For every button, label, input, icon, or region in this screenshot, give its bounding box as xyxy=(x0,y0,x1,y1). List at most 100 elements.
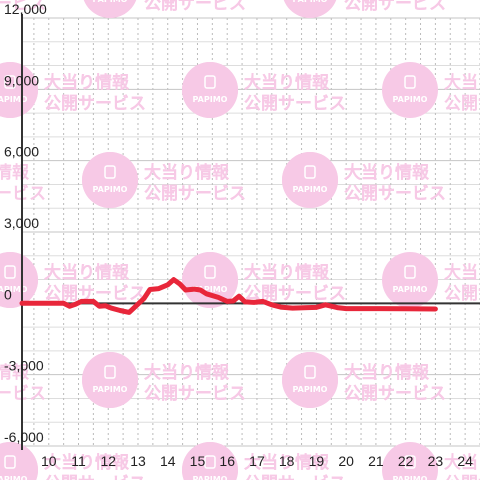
watermark-logo-text: PAPIMO xyxy=(93,0,128,4)
watermark-logo-text: PAPIMO xyxy=(0,475,28,480)
x-tick-label: 16 xyxy=(219,453,235,469)
y-tick-label: 3,000 xyxy=(4,215,39,231)
watermark-logo-text: PAPIMO xyxy=(393,95,428,104)
watermark-logo-text: PAPIMO xyxy=(0,95,28,104)
y-tick-label: 9,000 xyxy=(4,72,39,88)
watermark-line2: 公開サービス xyxy=(344,184,446,204)
watermark-logo-icon xyxy=(382,252,438,308)
y-tick-label: 6,000 xyxy=(4,144,39,160)
watermark-logo-text: PAPIMO xyxy=(393,285,428,294)
watermark-logo-text: PAPIMO xyxy=(93,385,128,394)
watermark-logo-icon xyxy=(283,0,337,18)
watermark-line1: 大当り情報 xyxy=(144,162,230,183)
watermark-line1: 大当り情報 xyxy=(444,452,480,473)
watermark-logo-text: PAPIMO xyxy=(193,285,228,294)
watermark-phone-icon xyxy=(404,455,416,469)
x-tick-label: 11 xyxy=(71,453,86,469)
watermark-line1: 大当り情報 xyxy=(244,262,330,283)
watermark-line1: 大当り情報 xyxy=(244,262,330,283)
watermark-line2: 公開サービス xyxy=(344,0,446,14)
y-tick-label: 0 xyxy=(4,286,12,302)
watermark-line2: 公開サービス xyxy=(44,284,146,304)
watermark-line2: 公開サービス xyxy=(44,94,146,114)
watermark-line2: 公開サービス xyxy=(144,384,246,404)
x-tick-label: 17 xyxy=(249,453,265,469)
watermark-logo-icon xyxy=(82,152,138,208)
x-tick-label: 12 xyxy=(100,453,116,469)
watermark-line1: 大当り情報 xyxy=(444,72,480,93)
watermark-logo-icon xyxy=(82,352,138,408)
watermark-line1: 大当り情報 xyxy=(244,72,330,93)
watermark-phone-icon xyxy=(204,455,216,469)
watermark-line1: 大当り情報 xyxy=(244,452,330,473)
watermark-line2: 公開サービス xyxy=(244,474,346,480)
series-line xyxy=(19,277,438,315)
watermark-line2: 公開サービス xyxy=(244,94,346,114)
watermark-phone-icon xyxy=(4,265,16,279)
watermark-logo-icon xyxy=(182,252,238,308)
watermark-line2: 公開サービス xyxy=(0,0,46,14)
watermark-logo-text: PAPIMO xyxy=(293,0,328,4)
x-tick-label: 23 xyxy=(428,453,444,469)
watermark-line2: 公開サービス xyxy=(444,284,480,304)
watermark-line1: 大当り情報 xyxy=(244,72,330,93)
watermark-line2: 公開サービス xyxy=(344,384,446,404)
watermark-line1: 大当り情報 xyxy=(444,262,480,283)
x-tick-label: 19 xyxy=(309,453,325,469)
watermark-line1: 大当り情報 xyxy=(44,452,130,473)
watermark-line1: 大当り情報 xyxy=(44,72,130,93)
watermark-phone-icon xyxy=(204,75,216,89)
watermark-phone-icon xyxy=(404,75,416,89)
watermark-line2: 公開サービス xyxy=(444,94,480,114)
watermark-line2: 公開サービス xyxy=(244,284,346,304)
y-tick-labels: -6,000 -3,000 0 3,000 6,000 9,000 12,000 xyxy=(4,1,47,445)
watermark-logo-text: PAPIMO xyxy=(393,475,428,480)
watermark-phone-icon xyxy=(204,265,216,279)
x-tick-label: 20 xyxy=(338,453,354,469)
watermark-phone-icon xyxy=(104,165,116,179)
x-tick-label: 18 xyxy=(279,453,295,469)
watermark-logo-icon xyxy=(282,152,338,208)
watermark-line1: 大当り情報 xyxy=(244,452,330,473)
watermark-line2: 公開サービス xyxy=(44,94,146,114)
watermark-line1: 大当り情報 xyxy=(144,362,230,383)
watermark-line2: 公開サービス xyxy=(44,474,146,480)
watermark-logo-icon xyxy=(382,442,438,480)
watermark-phone-icon xyxy=(4,75,16,89)
watermark-line1: 大当り情報 xyxy=(44,262,130,283)
watermark-phone-icon xyxy=(4,455,16,469)
watermark-logo-icon xyxy=(182,62,238,118)
watermark-line2: 公開サービス xyxy=(344,184,446,204)
watermark-logo-icon xyxy=(282,352,338,408)
watermark-logo-text: PAPIMO xyxy=(193,475,228,480)
watermark-logo-icon xyxy=(0,62,38,118)
x-tick-label: 13 xyxy=(130,453,146,469)
watermark-line2: 公開サービス xyxy=(244,284,346,304)
watermark-logo-icon xyxy=(182,442,238,480)
watermark-line2: 公開サービス xyxy=(144,184,246,204)
watermark-line1: 大当り情報 xyxy=(144,162,230,183)
watermark-line2: 公開サービス xyxy=(344,0,446,14)
x-tick-label: 10 xyxy=(41,453,57,469)
watermark-logo-text: PAPIMO xyxy=(93,185,128,194)
watermark-line1: 大当り情報 xyxy=(0,162,30,183)
watermark-logo-text: PAPIMO xyxy=(293,185,328,194)
watermark-logo-icon xyxy=(0,442,38,480)
watermark-logo-icon xyxy=(382,62,438,118)
watermark-line1: 大当り情報 xyxy=(44,262,130,283)
watermark-logo-text: PAPIMO xyxy=(0,285,28,294)
